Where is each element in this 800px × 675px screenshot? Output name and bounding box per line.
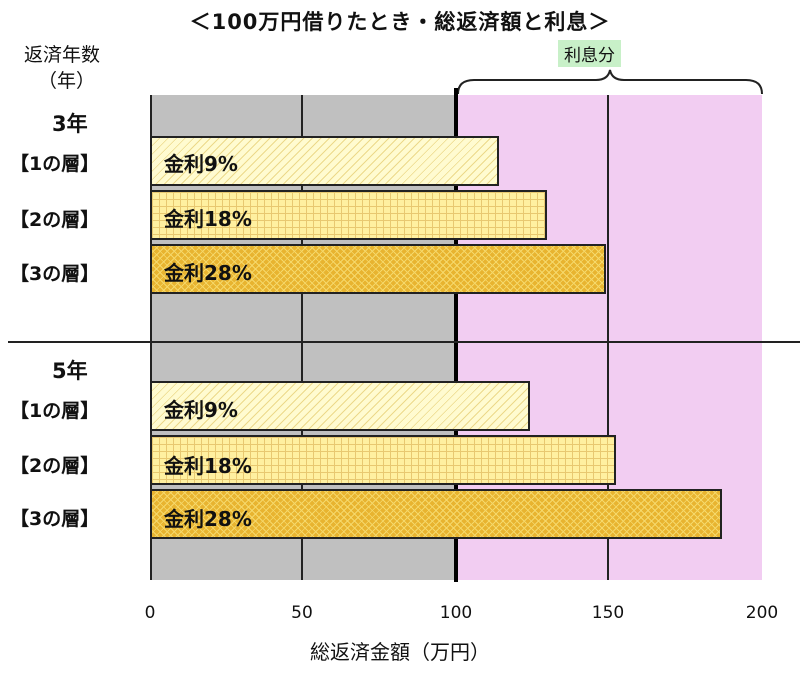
- bar-3y-tier3: [150, 244, 606, 294]
- bar-5y-tier3: [150, 489, 722, 539]
- y-axis-label: 返済年数: [24, 44, 101, 66]
- gridline-0: [150, 95, 152, 580]
- tier-label: 【3の層】: [10, 508, 100, 530]
- tier-label: 【2の層】: [10, 209, 100, 231]
- bar-5y-tier2: [150, 435, 616, 485]
- tier-label: 【1の層】: [10, 153, 100, 175]
- tier-label: 【3の層】: [10, 263, 100, 285]
- gridline-150: [607, 95, 609, 580]
- tier-label: 【2の層】: [10, 455, 100, 477]
- x-tick: 150: [591, 603, 625, 623]
- chart-title: ＜100万円借りたとき・総返済額と利息＞: [189, 10, 611, 34]
- interest-label: 利息分: [558, 40, 621, 67]
- x-tick: 100: [439, 603, 473, 623]
- group-label-3y: 3年: [52, 112, 88, 136]
- rate-label: 金利18%: [164, 454, 252, 478]
- interest-brace-icon: [457, 69, 763, 95]
- rate-label: 金利9%: [164, 152, 238, 176]
- tier-label: 【1の層】: [10, 400, 100, 422]
- y-axis-unit: （年）: [38, 70, 96, 92]
- group-separator: [8, 341, 800, 343]
- rate-label: 金利18%: [164, 207, 252, 231]
- bar-3y-tier1: [150, 136, 499, 186]
- bar-5y-tier1: [150, 381, 530, 431]
- rate-label: 金利28%: [164, 507, 252, 531]
- rate-label: 金利28%: [164, 261, 252, 285]
- x-tick: 50: [291, 603, 313, 623]
- x-axis-label: 総返済金額（万円）: [310, 640, 490, 664]
- group-label-5y: 5年: [52, 359, 88, 383]
- rate-label: 金利9%: [164, 398, 238, 422]
- gridline-50: [301, 95, 303, 580]
- x-tick: 0: [144, 603, 156, 623]
- principal-line-100: [454, 88, 458, 582]
- x-tick: 200: [745, 603, 779, 623]
- bar-3y-tier2: [150, 190, 547, 240]
